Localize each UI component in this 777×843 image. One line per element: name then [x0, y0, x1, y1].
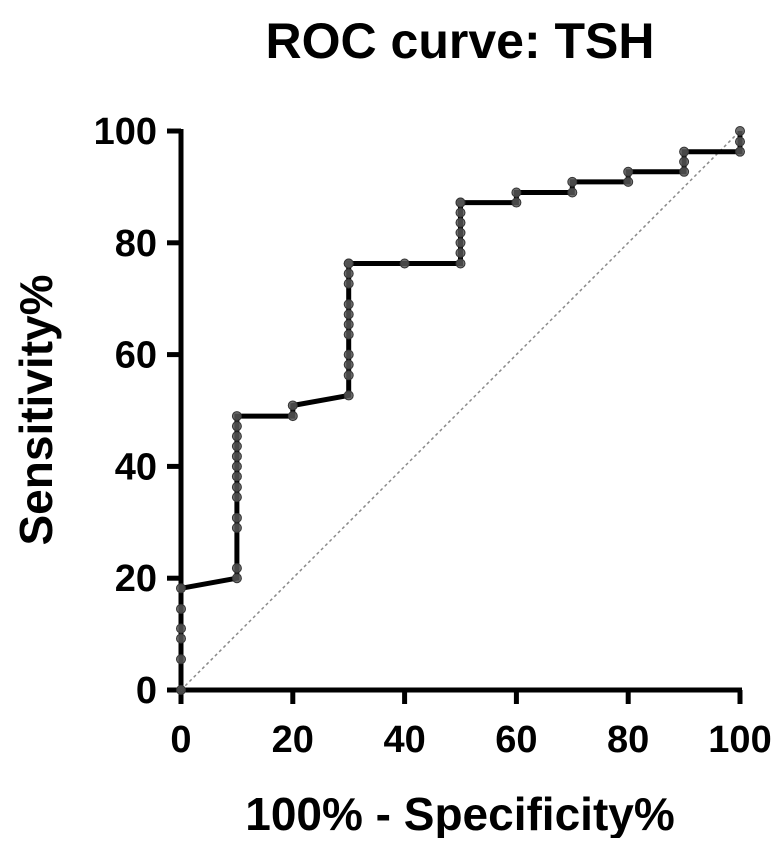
y-axis-label: Sensitivity% — [10, 275, 62, 546]
roc-data-point — [231, 411, 242, 422]
y-tick-label: 40 — [115, 446, 157, 488]
x-tick-label: 60 — [495, 719, 537, 761]
roc-data-point — [735, 136, 745, 147]
roc-data-point — [735, 126, 745, 136]
roc-data-point — [455, 227, 466, 238]
roc-curve-layer — [178, 131, 743, 690]
roc-data-point — [231, 563, 242, 574]
x-tick-label: 100 — [708, 719, 771, 761]
roc-data-point — [511, 197, 522, 208]
data-points-layer — [176, 126, 745, 695]
roc-data-point — [623, 176, 634, 187]
y-tick-label: 20 — [115, 558, 157, 600]
y-tick-label: 80 — [115, 223, 157, 265]
roc-data-point — [231, 522, 242, 533]
y-tick-label: 0 — [136, 670, 157, 712]
roc-data-point — [231, 512, 242, 523]
roc-data-point — [455, 207, 466, 218]
roc-data-point — [231, 421, 242, 432]
roc-data-point — [511, 187, 522, 198]
roc-data-point — [176, 583, 186, 594]
roc-data-point — [343, 319, 354, 330]
roc-data-point — [343, 278, 354, 289]
roc-data-point — [735, 146, 745, 157]
x-axis-label: 100% - Specificity% — [245, 788, 675, 838]
roc-data-point — [231, 461, 242, 472]
roc-data-point — [343, 299, 354, 310]
roc-data-point — [343, 309, 354, 320]
x-tick-label: 20 — [272, 719, 314, 761]
y-tick-label: 100 — [94, 111, 157, 153]
roc-data-point — [287, 411, 298, 422]
roc-data-point — [455, 197, 466, 208]
roc-data-point — [176, 633, 186, 644]
roc-data-point — [567, 176, 578, 187]
roc-data-point — [231, 441, 242, 452]
roc-data-point — [231, 482, 242, 493]
roc-data-point — [455, 217, 466, 228]
x-tick-label: 40 — [383, 719, 425, 761]
roc-data-point — [343, 268, 354, 279]
roc-data-point — [176, 654, 186, 665]
roc-data-point — [567, 187, 578, 198]
roc-data-point — [231, 573, 242, 584]
chart-title: ROC curve: TSH — [266, 13, 655, 69]
roc-data-point — [343, 329, 354, 340]
roc-data-point — [343, 359, 354, 370]
roc-data-point — [176, 603, 186, 614]
axes: 0 20 40 60 80 100 0 20 40 60 80 100 — [94, 111, 772, 761]
roc-data-point — [455, 247, 466, 258]
roc-data-point — [455, 237, 466, 248]
roc-curve-line — [178, 131, 743, 690]
roc-data-point — [455, 258, 466, 269]
x-tick-label: 0 — [170, 719, 191, 761]
roc-data-point — [679, 156, 690, 167]
y-tick-label: 60 — [115, 335, 157, 377]
roc-data-point — [343, 370, 354, 381]
roc-data-point — [176, 623, 186, 634]
roc-data-point — [343, 349, 354, 360]
roc-data-point — [679, 166, 690, 177]
roc-data-point — [679, 146, 690, 157]
roc-data-point — [343, 390, 354, 401]
x-tick-label: 80 — [607, 719, 649, 761]
roc-data-point — [231, 451, 242, 462]
roc-data-point — [231, 471, 242, 482]
roc-data-point — [231, 431, 242, 442]
roc-data-point — [623, 166, 634, 177]
roc-data-point — [343, 258, 354, 269]
roc-data-point — [287, 400, 298, 411]
roc-data-point — [231, 492, 242, 503]
roc-data-point — [176, 685, 186, 695]
roc-data-point — [399, 258, 410, 269]
